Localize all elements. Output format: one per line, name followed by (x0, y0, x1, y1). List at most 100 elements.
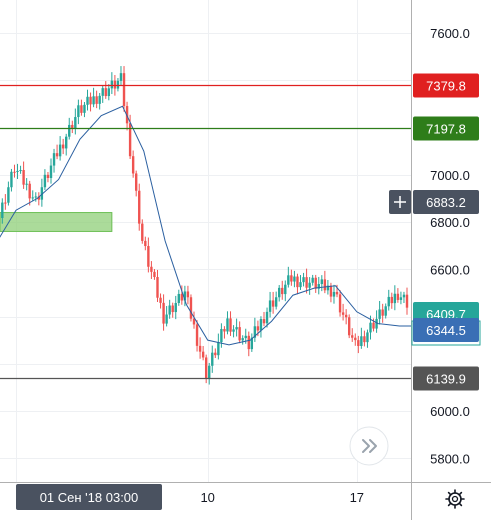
candle-body (217, 342, 220, 356)
scroll-to-realtime-button[interactable] (349, 426, 389, 466)
candle-body (162, 302, 165, 324)
candle-body (52, 153, 56, 166)
x-axis-label: 17 (350, 490, 364, 505)
candle-body (180, 293, 184, 301)
candle-body (351, 335, 354, 338)
candle-body (284, 284, 287, 295)
candle-body (375, 318, 378, 329)
candle-body (128, 123, 132, 157)
x-axis-labels[interactable]: 01 Сен '18 03:00 10 17 (16, 484, 364, 510)
candle-body (198, 345, 202, 352)
candle-body (326, 285, 330, 291)
candle-body (86, 96, 89, 105)
candle-body (25, 183, 28, 185)
candle-body (195, 324, 199, 346)
y-tick-labels: 7600.0 7000.0 6800.0 6600.0 6000.0 5800.0 (430, 26, 470, 466)
candle-body (314, 277, 317, 289)
candle-body (34, 196, 37, 198)
candle-body (122, 73, 126, 107)
candle-body (211, 352, 214, 366)
candle-body (189, 297, 193, 319)
candle-body (232, 329, 235, 332)
candle-body (299, 282, 302, 288)
candle-body (147, 246, 150, 267)
candle-body (247, 335, 250, 350)
resistance-red-label-bg (413, 73, 479, 98)
candle-body (372, 322, 375, 329)
candle-body (366, 332, 369, 343)
candle-body (293, 276, 296, 282)
candle-body (278, 287, 281, 298)
candle-body (89, 96, 92, 105)
candle-body (110, 80, 114, 89)
candle-body (341, 312, 345, 315)
candle-body (244, 335, 247, 339)
candle-body (183, 291, 187, 301)
candle-body (405, 294, 409, 308)
candle-body (390, 296, 393, 304)
candle-body (168, 305, 171, 315)
y-tick-label: 6800.0 (430, 215, 470, 230)
candle-body (378, 309, 381, 319)
y-tick-label: 6600.0 (430, 262, 470, 277)
candle-body (10, 171, 13, 188)
candle-body (37, 196, 41, 200)
candle-body (369, 322, 372, 333)
candle-body (49, 165, 53, 178)
candle-body (335, 291, 339, 295)
candle-body (354, 337, 357, 341)
resistance-green-label-bg (413, 116, 479, 141)
support-gray-label: 6139.9 (426, 372, 466, 387)
candle-body (165, 314, 168, 324)
candle-body (119, 73, 123, 81)
candle-body (159, 297, 162, 303)
candle-body (311, 277, 314, 283)
candle-body (43, 174, 47, 188)
candle-body (186, 291, 190, 298)
y-tick-label: 7000.0 (430, 168, 470, 183)
candle-body (238, 327, 241, 341)
candle-body (1, 202, 4, 219)
candle-body (235, 327, 238, 330)
resistance-green-label: 7197.8 (426, 122, 466, 137)
horizontal-lines[interactable]: 7379.8 7197.8 6139.9 (0, 73, 479, 391)
resistance-red-label: 7379.8 (426, 79, 466, 94)
candle-body (13, 171, 16, 173)
plus-icon (394, 196, 406, 208)
candle-body (363, 336, 366, 343)
bid-price-label: 6344.5 (426, 323, 466, 338)
y-tick-label: 7600.0 (430, 26, 470, 41)
candle-body (399, 297, 403, 300)
candle-body (153, 271, 156, 278)
candle-body (281, 287, 284, 295)
candle-body (274, 297, 278, 307)
candle-body (141, 223, 144, 241)
candle-body (101, 88, 104, 96)
candle-body (125, 106, 129, 124)
crosshair-price-label: 6883.2 (426, 195, 466, 210)
candle-body (305, 277, 308, 288)
candle-body (131, 156, 135, 174)
candle-body (192, 318, 196, 325)
candle-body (65, 136, 68, 149)
candle-body (134, 173, 138, 191)
candle-body (344, 314, 348, 318)
candle-body (95, 96, 98, 104)
candle-body (302, 277, 305, 283)
candle-body (150, 266, 153, 272)
candle-body (174, 303, 177, 313)
x-label-highlight: 01 Сен '18 03:00 (40, 490, 139, 505)
candle-body (259, 319, 263, 331)
candle-body (250, 337, 254, 350)
zone-layer (0, 212, 113, 232)
candle-body (347, 317, 351, 336)
candle-body (116, 80, 120, 89)
candle-body (71, 124, 74, 129)
candle-body (253, 326, 257, 338)
settings-gear-icon[interactable] (445, 489, 465, 509)
candle-body (381, 309, 384, 316)
candle-body (384, 306, 387, 316)
